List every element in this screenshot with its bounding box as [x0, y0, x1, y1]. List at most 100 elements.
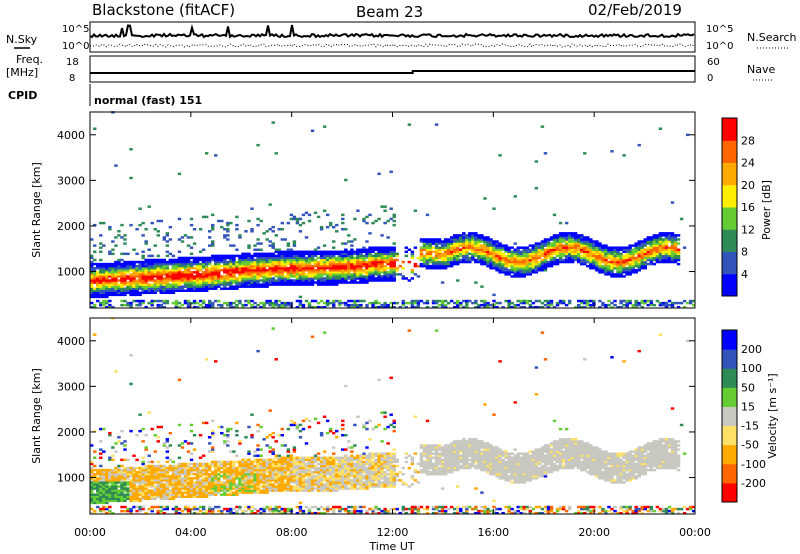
- power-cell: [525, 273, 530, 276]
- power-cell: [425, 246, 430, 249]
- velocity-cell: [93, 333, 97, 336]
- velocity-cell: [93, 493, 97, 496]
- power-cell: [558, 234, 563, 237]
- power-cell: [141, 299, 145, 303]
- power-cell: [313, 262, 318, 266]
- power-cell: [283, 256, 288, 260]
- power-cell: [434, 299, 439, 303]
- power-cell: [223, 234, 227, 237]
- velocity-cell: [141, 491, 145, 494]
- power-cell: [431, 242, 436, 245]
- power-cell: [244, 230, 248, 233]
- power-cell: [607, 252, 611, 256]
- power-cell: [162, 279, 167, 282]
- power-cell: [380, 260, 384, 264]
- power-cell: [531, 266, 536, 270]
- power-cell: [498, 301, 502, 305]
- power-cell: [159, 291, 163, 295]
- power-cell: [244, 275, 248, 278]
- velocity-cell: [201, 454, 206, 457]
- power-cell: [180, 277, 185, 280]
- velocity-cell: [189, 495, 194, 498]
- power-cell: [153, 258, 157, 262]
- power-cell: [99, 264, 103, 268]
- velocity-cell: [132, 454, 136, 457]
- power-cell: [256, 271, 260, 274]
- velocity-cell: [102, 427, 106, 431]
- power-cell: [220, 260, 224, 264]
- power-cell: [543, 242, 548, 245]
- power-cell: [401, 301, 405, 305]
- power-cell: [365, 279, 369, 282]
- power-cell: [189, 256, 194, 260]
- velocity-cell: [174, 481, 179, 484]
- velocity-cell: [211, 485, 215, 488]
- power-cell: [280, 252, 284, 256]
- velocity-cell: [238, 483, 242, 486]
- velocity-cell: [250, 485, 254, 488]
- power-cell: [377, 217, 381, 221]
- velocity-cell: [183, 505, 188, 509]
- power-cell: [217, 283, 221, 286]
- velocity-cell: [132, 470, 136, 474]
- power-cell: [446, 252, 451, 256]
- power-cell: [289, 250, 294, 254]
- power-cell: [117, 285, 121, 288]
- power-cell: [183, 256, 188, 260]
- velocity-cell: [102, 499, 106, 503]
- power-cell: [453, 258, 457, 262]
- power-cell: [177, 217, 182, 221]
- power-cell: [634, 260, 638, 264]
- power-cell: [347, 266, 351, 270]
- power-cell: [661, 240, 666, 243]
- power-cell: [492, 248, 496, 251]
- velocity-cell: [235, 493, 239, 496]
- power-cell: [386, 248, 390, 251]
- power-cell: [192, 271, 197, 274]
- power-cell: [347, 273, 351, 276]
- power-cell: [220, 258, 224, 262]
- velocity-cell: [141, 493, 145, 496]
- power-cell: [365, 248, 369, 251]
- power-cell: [583, 262, 587, 266]
- power-cell: [168, 275, 173, 278]
- power-cell: [474, 240, 478, 243]
- velocity-cell: [114, 499, 118, 503]
- power-cell: [371, 262, 375, 266]
- velocity-cell: [259, 491, 263, 494]
- power-cell: [574, 244, 578, 247]
- power-cell: [207, 303, 212, 307]
- power-cell: [374, 256, 378, 260]
- power-cell: [583, 254, 587, 258]
- velocity-cell: [168, 483, 173, 486]
- velocity-cell: [168, 485, 173, 488]
- power-cell: [652, 248, 657, 251]
- power-cell: [328, 262, 333, 266]
- power-cell: [561, 234, 566, 237]
- velocity-cell: [280, 477, 284, 480]
- power-cell: [96, 299, 100, 303]
- power-cell: [123, 234, 127, 237]
- power-cell: [159, 299, 163, 303]
- power-cell: [229, 301, 233, 305]
- power-cell: [159, 283, 163, 286]
- power-cell: [229, 260, 233, 264]
- velocity-cell: [211, 429, 215, 433]
- velocity-cell: [168, 468, 173, 472]
- velocity-cell: [132, 472, 136, 476]
- power-cell: [138, 262, 142, 266]
- velocity-cell: [123, 495, 127, 498]
- velocity-cell: [117, 491, 121, 494]
- power-cell: [437, 266, 442, 270]
- power-cell: [428, 254, 433, 258]
- power-cell: [347, 250, 351, 254]
- velocity-cell: [108, 511, 112, 515]
- velocity-cell: [126, 470, 130, 474]
- power-cell: [631, 244, 635, 247]
- power-cell: [498, 264, 502, 268]
- power-cell: [567, 236, 572, 239]
- power-cell: [443, 254, 448, 258]
- power-cell: [108, 291, 112, 295]
- power-colorbar-segment: [722, 184, 737, 208]
- velocity-cell: [93, 499, 97, 503]
